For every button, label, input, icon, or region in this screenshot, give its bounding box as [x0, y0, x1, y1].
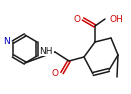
Text: O: O — [51, 69, 58, 78]
Text: OH: OH — [110, 14, 124, 24]
Text: N: N — [3, 38, 10, 47]
Text: NH: NH — [40, 47, 53, 55]
Text: O: O — [73, 14, 80, 24]
